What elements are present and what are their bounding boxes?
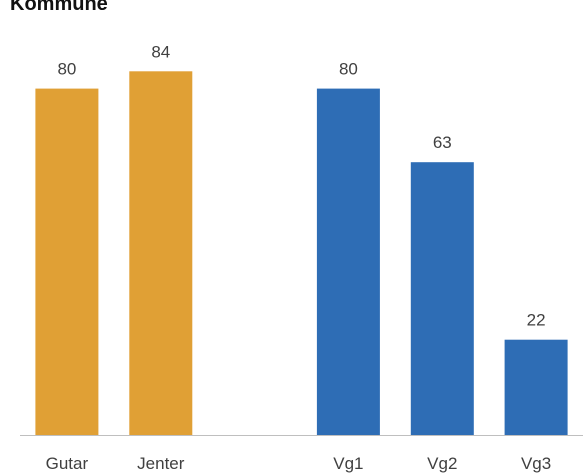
data-label-jenter: 84 [151, 42, 170, 61]
category-label-jenter: Jenter [137, 454, 185, 473]
category-label-vg2: Vg2 [427, 454, 457, 473]
category-label-vg1: Vg1 [333, 454, 363, 473]
data-label-vg2: 63 [433, 133, 452, 152]
category-label-vg3: Vg3 [521, 454, 551, 473]
data-label-vg1: 80 [339, 60, 358, 79]
chart-title: Kommune [10, 0, 108, 15]
bar-gutar [35, 88, 99, 435]
bar-vg3 [504, 339, 568, 435]
bar-jenter [129, 71, 193, 436]
bar-vg2 [410, 162, 474, 435]
bar-vg1 [316, 88, 380, 435]
category-label-gutar: Gutar [46, 454, 89, 473]
data-label-vg3: 22 [527, 311, 546, 330]
data-label-gutar: 80 [57, 60, 76, 79]
